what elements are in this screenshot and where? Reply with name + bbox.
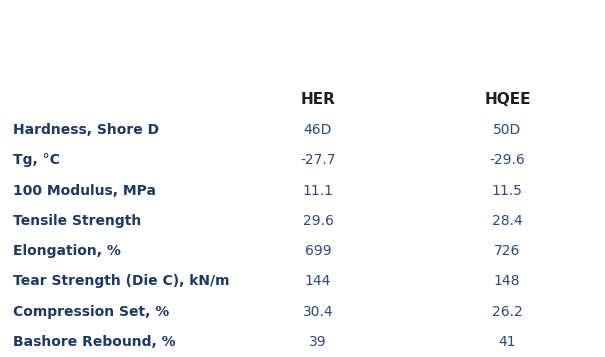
Text: Elongation, %: Elongation, % xyxy=(13,244,121,258)
Text: Mechanical Properties of HER and HQEE cured Elastomers: Mechanical Properties of HER and HQEE cu… xyxy=(63,17,542,32)
Text: NCO): NCO) xyxy=(281,68,324,83)
Text: Hardness, Shore D: Hardness, Shore D xyxy=(13,123,159,137)
Text: 26.2: 26.2 xyxy=(492,305,522,319)
Text: 50D: 50D xyxy=(493,123,521,137)
Text: Bashore Rebound, %: Bashore Rebound, % xyxy=(13,335,175,349)
Text: 699: 699 xyxy=(305,244,332,258)
Text: 11.5: 11.5 xyxy=(491,183,523,198)
Text: 29.6: 29.6 xyxy=(302,214,333,228)
Text: HQEE: HQEE xyxy=(484,92,531,107)
Text: Tensile Strength: Tensile Strength xyxy=(13,214,141,228)
Text: 144: 144 xyxy=(305,275,331,288)
Text: 30.4: 30.4 xyxy=(302,305,333,319)
Text: Tg, °C: Tg, °C xyxy=(13,154,60,167)
Text: 100 Modulus, MPa: 100 Modulus, MPa xyxy=(13,183,156,198)
Text: 148: 148 xyxy=(494,275,520,288)
Text: 46D: 46D xyxy=(304,123,332,137)
Text: -29.6: -29.6 xyxy=(489,154,525,167)
Text: Cast Elastomers based on the same EG/BDO Adipate MDI prepolymer (8.85 %: Cast Elastomers based on the same EG/BDO… xyxy=(0,42,605,57)
Text: 11.1: 11.1 xyxy=(302,183,333,198)
Text: Compression Set, %: Compression Set, % xyxy=(13,305,169,319)
Text: 39: 39 xyxy=(309,335,327,349)
Text: 726: 726 xyxy=(494,244,520,258)
Text: Tear Strength (Die C), kN/m: Tear Strength (Die C), kN/m xyxy=(13,275,229,288)
Text: 28.4: 28.4 xyxy=(492,214,522,228)
Text: 41: 41 xyxy=(498,335,516,349)
Text: HER: HER xyxy=(301,92,335,107)
Text: -27.7: -27.7 xyxy=(300,154,336,167)
